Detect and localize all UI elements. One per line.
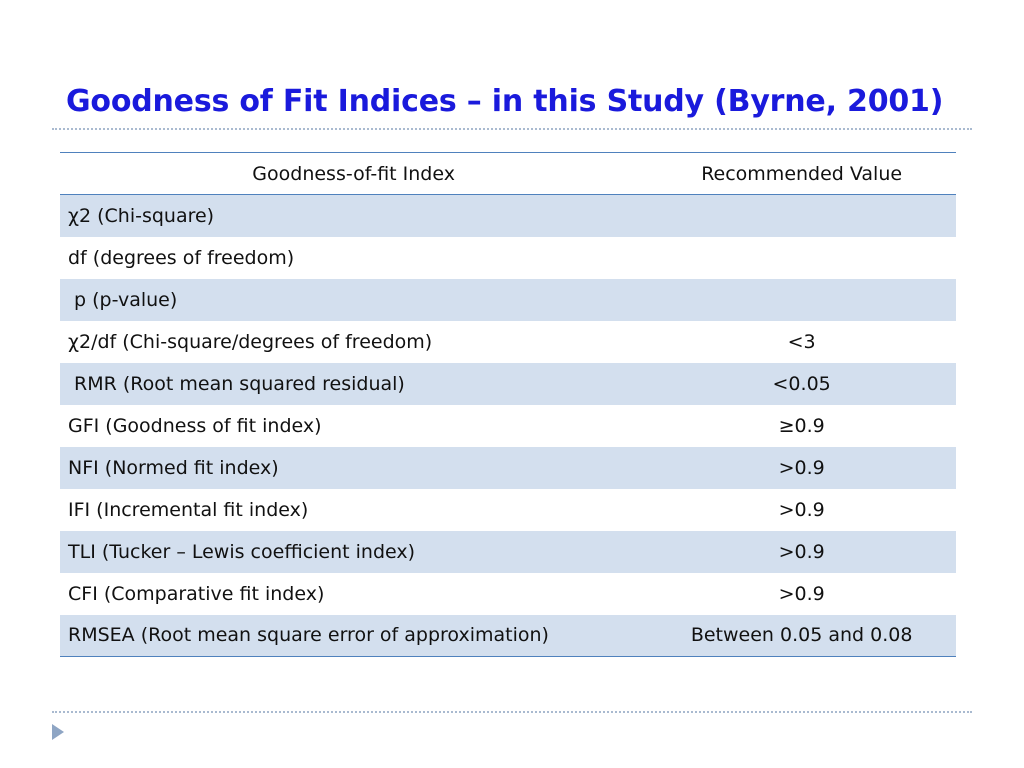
- recommended-value-cell: [647, 237, 956, 279]
- table-row: TLI (Tucker – Lewis coefficient index) >…: [60, 530, 956, 573]
- table-row: CFI (Comparative fit index) >0.9: [60, 572, 956, 615]
- index-name-cell: IFI (Incremental fit index): [68, 498, 309, 521]
- table-row: IFI (Incremental fit index) >0.9: [60, 488, 956, 531]
- recommended-value-cell: <0.05: [772, 372, 831, 395]
- triangle-bullet-icon: [52, 724, 64, 740]
- table-row: χ2/df (Chi-square/degrees of freedom) <3: [60, 320, 956, 363]
- table-row: χ2 (Chi-square): [60, 194, 956, 237]
- table-row: RMR (Root mean squared residual) <0.05: [60, 362, 956, 405]
- index-name-cell: RMSEA (Root mean square error of approxi…: [60, 614, 648, 657]
- table-row: GFI (Goodness of fit index) ≥0.9: [60, 404, 956, 447]
- footer-divider: [52, 711, 972, 713]
- recommended-value-cell: >0.9: [778, 540, 825, 563]
- table-header-row: Goodness-of-fit Index Recommended Value: [60, 152, 956, 195]
- recommended-value-cell: >0.9: [778, 582, 825, 605]
- index-name-cell: RMR (Root mean squared residual): [68, 372, 405, 395]
- recommended-value-cell: Between 0.05 and 0.08: [647, 614, 956, 657]
- index-name-cell: df (degrees of freedom): [68, 246, 295, 269]
- index-name-cell: GFI (Goodness of fit index): [68, 414, 322, 437]
- table-row: df (degrees of freedom): [60, 236, 956, 279]
- recommended-value-cell: [647, 195, 956, 237]
- recommended-value-cell: [647, 279, 956, 321]
- index-name-cell: χ2/df (Chi-square/degrees of freedom): [68, 330, 433, 353]
- recommended-value-cell: ≥0.9: [778, 414, 825, 437]
- header-goodness-of-fit-index: Goodness-of-fit Index: [60, 152, 648, 195]
- table-row: p (p-value): [60, 278, 956, 321]
- header-recommended-value: Recommended Value: [647, 152, 956, 195]
- fit-indices-table: Goodness-of-fit Index Recommended Value …: [60, 152, 956, 657]
- index-name-cell: p (p-value): [68, 288, 178, 311]
- slide-title: Goodness of Fit Indices – in this Study …: [66, 84, 944, 119]
- recommended-value-cell: >0.9: [778, 498, 825, 521]
- table-row: RMSEA (Root mean square error of approxi…: [60, 614, 956, 657]
- recommended-value-cell: >0.9: [778, 456, 825, 479]
- table-body: χ2 (Chi-square) df (degrees of freedom) …: [60, 194, 956, 657]
- index-name-cell: NFI (Normed fit index): [68, 456, 279, 479]
- recommended-value-cell: <3: [787, 330, 816, 353]
- title-divider: [52, 128, 972, 130]
- table-row: NFI (Normed fit index) >0.9: [60, 446, 956, 489]
- index-name-cell: χ2 (Chi-square): [68, 204, 215, 227]
- index-name-cell: CFI (Comparative fit index): [68, 582, 325, 605]
- index-name-cell: TLI (Tucker – Lewis coefficient index): [68, 540, 416, 563]
